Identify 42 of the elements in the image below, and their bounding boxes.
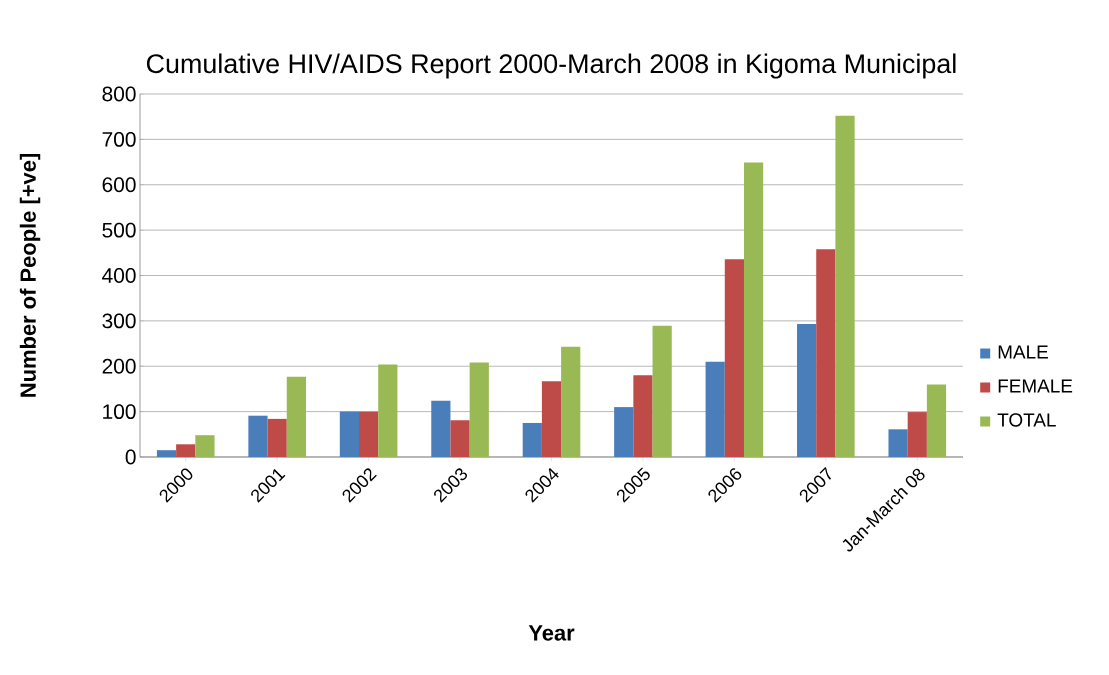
bar <box>907 412 927 457</box>
bar <box>522 422 542 457</box>
bar <box>926 384 947 457</box>
y-tick-label: 700 <box>102 131 136 147</box>
bar <box>541 381 562 457</box>
y-axis-title: Number of People [+ve] <box>19 154 41 397</box>
bar <box>469 362 489 457</box>
bar <box>378 364 398 457</box>
chart-title: Cumulative HIV/AIDS Report 2000-March 2008 in Kigoma Municipal <box>146 53 956 79</box>
y-tick-label: 200 <box>102 358 136 374</box>
bar <box>359 411 379 457</box>
bar <box>633 375 653 457</box>
bar <box>267 418 287 457</box>
y-tick-label: 800 <box>102 86 136 102</box>
y-tick-label: 0 <box>125 449 136 465</box>
y-tick-label: 300 <box>102 313 136 329</box>
bar <box>248 415 268 457</box>
bar <box>176 444 196 457</box>
y-tick-label: 400 <box>102 268 136 283</box>
legend-label: FEMALE <box>998 379 1073 393</box>
bar <box>614 407 634 457</box>
y-tick-label: 500 <box>102 222 136 238</box>
bar <box>888 429 908 457</box>
bar <box>286 376 306 457</box>
bar <box>797 324 817 457</box>
bar <box>561 346 581 457</box>
bar <box>835 115 855 457</box>
bar <box>195 435 215 457</box>
bar <box>339 411 360 457</box>
bar <box>816 249 836 457</box>
bar <box>743 162 764 457</box>
bar <box>431 400 451 457</box>
bar <box>652 325 672 457</box>
legend-label: MALE <box>998 345 1048 359</box>
legend-label: TOTAL <box>997 413 1056 427</box>
bar <box>156 450 177 457</box>
y-tick-label: 600 <box>102 177 136 193</box>
y-tick-label: 100 <box>103 404 136 420</box>
bar <box>724 259 744 457</box>
bar <box>705 361 725 457</box>
x-axis-title: Year <box>528 625 575 641</box>
bar <box>450 420 470 457</box>
